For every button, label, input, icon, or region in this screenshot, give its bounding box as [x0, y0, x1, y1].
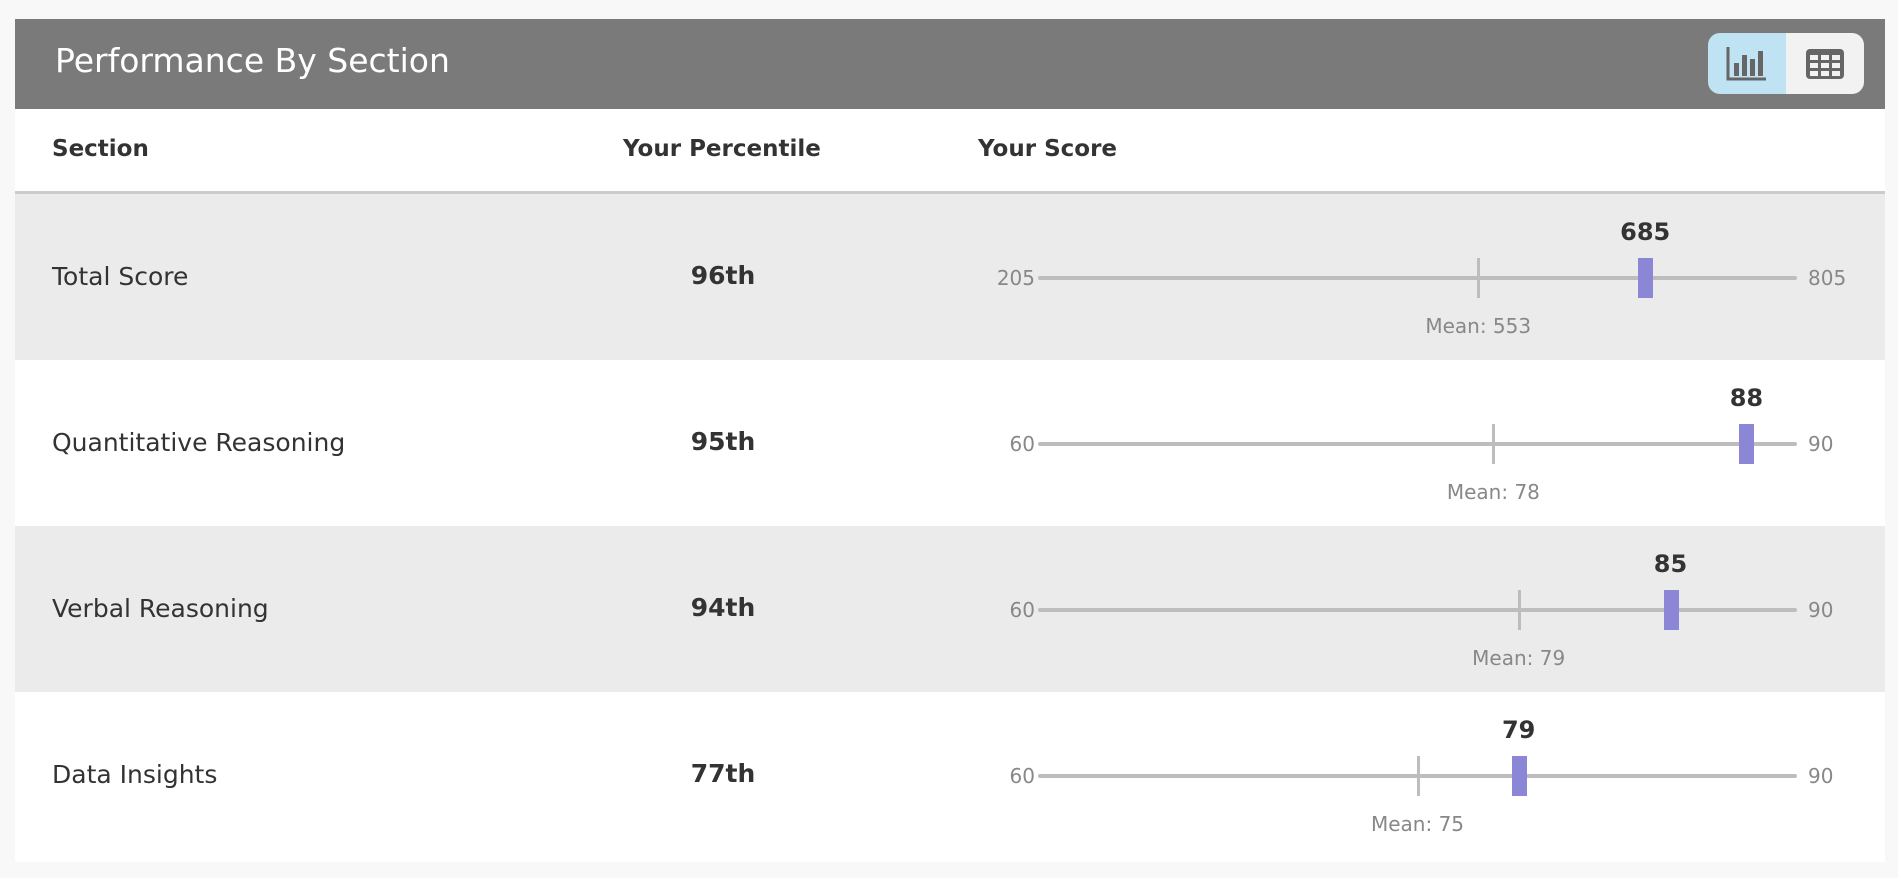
percentile-value: 96th [690, 261, 756, 290]
score-track [1038, 442, 1797, 446]
mean-tick [1517, 590, 1521, 630]
column-header-section: Section [52, 136, 149, 162]
score-track [1038, 276, 1797, 280]
percentile-value: 95th [690, 427, 756, 456]
mean-label: Mean: 79 [1472, 646, 1566, 670]
section-name: Total Score [52, 262, 189, 291]
score-value: 85 [1653, 550, 1688, 578]
score-marker [1638, 258, 1654, 298]
mean-tick [1477, 258, 1481, 298]
mean-label: Mean: 78 [1446, 480, 1540, 504]
mean-label: Mean: 553 [1425, 314, 1532, 338]
scale-max-label: 805 [1808, 266, 1847, 290]
scale-max-label: 90 [1808, 598, 1834, 622]
score-track [1038, 608, 1797, 612]
scale-min-label: 60 [1009, 598, 1035, 622]
column-header-score: Your Score [978, 136, 1118, 162]
performance-card: Performance By Section Section Your Perc… [15, 19, 1885, 862]
table-row: Quantitative Reasoning 95th 60 90 Mean: … [15, 360, 1885, 526]
column-header-row: Section Your Percentile Your Score [15, 109, 1885, 194]
score-value: 79 [1501, 716, 1536, 744]
table-row: Total Score 96th 205 805 Mean: 553 685 [15, 194, 1885, 360]
score-value: 88 [1729, 384, 1764, 412]
table-row: Data Insights 77th 60 90 Mean: 75 79 [15, 692, 1885, 858]
card-title: Performance By Section [55, 41, 450, 80]
table-row: Verbal Reasoning 94th 60 90 Mean: 79 85 [15, 526, 1885, 692]
score-marker [1511, 756, 1527, 796]
percentile-value: 77th [690, 759, 756, 788]
score-marker [1739, 424, 1755, 464]
mean-tick [1492, 424, 1496, 464]
table-view-button[interactable] [1786, 33, 1864, 94]
column-header-percentile: Your Percentile [623, 136, 821, 162]
scale-max-label: 90 [1808, 432, 1834, 456]
section-name: Verbal Reasoning [52, 594, 269, 623]
scale-min-label: 205 [996, 266, 1035, 290]
view-toggle [1708, 33, 1864, 94]
bar-chart-icon [1726, 46, 1766, 80]
percentile-value: 94th [690, 593, 756, 622]
score-marker [1663, 590, 1679, 630]
section-name: Quantitative Reasoning [52, 428, 346, 457]
table-icon [1806, 48, 1844, 79]
card-header: Performance By Section [15, 19, 1885, 109]
mean-tick [1416, 756, 1420, 796]
scale-min-label: 60 [1009, 764, 1035, 788]
section-name: Data Insights [52, 760, 218, 789]
mean-label: Mean: 75 [1370, 812, 1465, 836]
chart-view-button[interactable] [1708, 33, 1786, 94]
score-value: 685 [1620, 218, 1671, 246]
scale-min-label: 60 [1009, 432, 1035, 456]
scale-max-label: 90 [1808, 764, 1834, 788]
